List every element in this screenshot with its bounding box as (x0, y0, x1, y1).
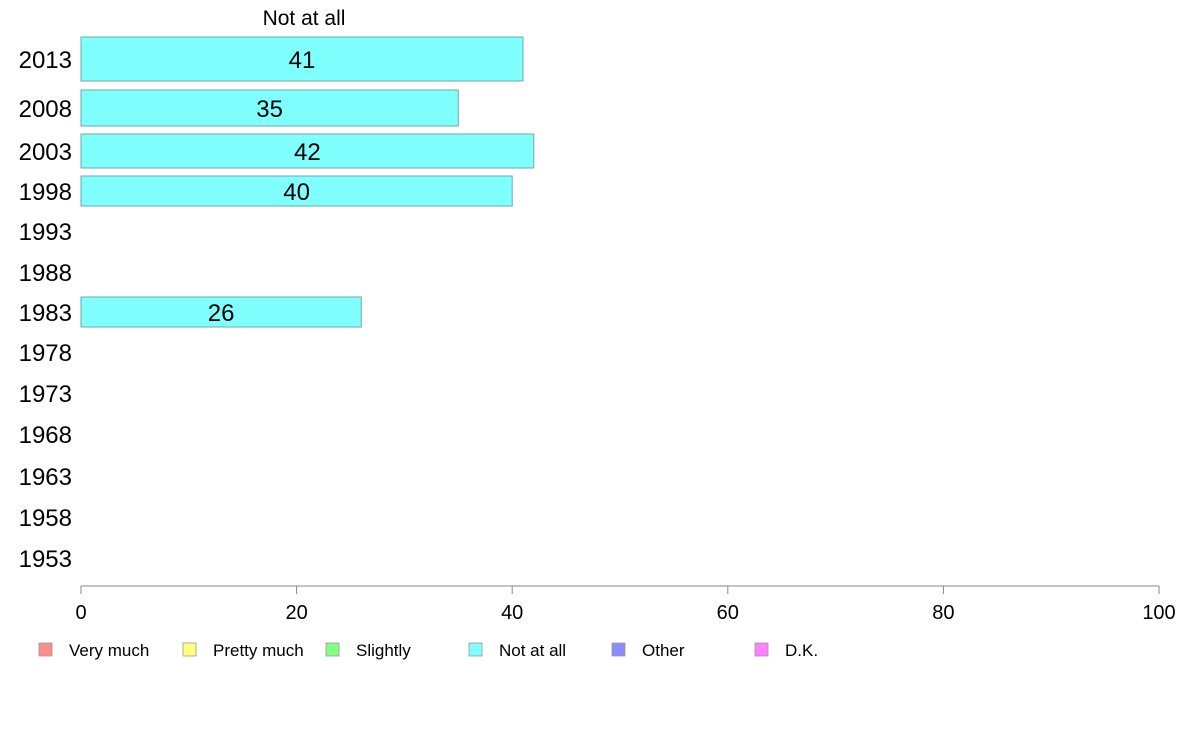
y-tick-label: 1998 (19, 179, 72, 206)
bar (80, 296, 362, 328)
legend-swatch (754, 642, 769, 657)
bar-value-label: 35 (256, 96, 283, 123)
y-tick-label: 1993 (19, 219, 72, 246)
y-tick-label: 2008 (19, 96, 72, 123)
chart-title: Not at all (263, 7, 346, 30)
y-tick-label: 1968 (19, 422, 72, 449)
bar (80, 36, 524, 82)
x-tick-label: 60 (717, 602, 739, 624)
x-tick-label: 20 (285, 602, 307, 624)
y-tick-label: 1973 (19, 381, 72, 408)
y-axis-labels: 2013 2008 2003 1998 1993 1988 1983 1978 1973 1968… (19, 47, 72, 573)
bar (80, 89, 459, 127)
legend-swatch (182, 642, 197, 657)
y-tick-label: 1953 (19, 546, 72, 573)
x-tick-label: 80 (932, 602, 954, 624)
bar-value-label: 42 (294, 139, 321, 166)
bar (80, 133, 535, 169)
bar-value-label: 26 (208, 300, 235, 327)
y-tick-label: 1978 (19, 340, 72, 367)
y-tick-label: 2013 (19, 47, 72, 74)
legend-swatch (325, 642, 340, 657)
legend-label: D.K. (785, 641, 818, 660)
legend-label: Slightly (356, 641, 411, 660)
legend-label: Not at all (499, 641, 566, 660)
legend-label: Other (642, 641, 685, 660)
x-axis: 0 20 40 60 80 100 (75, 585, 1176, 624)
legend-label: Pretty much (213, 641, 304, 660)
x-tick-label: 40 (501, 602, 523, 624)
y-tick-label: 1983 (19, 300, 72, 327)
x-tick-label: 100 (1142, 602, 1175, 624)
legend-swatch (468, 642, 483, 657)
legend-label: Very much (69, 641, 149, 660)
bar-value-label: 41 (289, 47, 316, 74)
legend-swatch (38, 642, 53, 657)
y-tick-label: 2003 (19, 139, 72, 166)
legend: Very much Pretty much Slightly Not at all Ot… (38, 641, 818, 660)
bar (80, 175, 513, 207)
legend-swatch (611, 642, 626, 657)
y-tick-label: 1988 (19, 260, 72, 287)
y-tick-label: 1958 (19, 505, 72, 532)
x-tick-label: 0 (75, 602, 86, 624)
bar-value-label: 40 (283, 179, 310, 206)
y-tick-label: 1963 (19, 464, 72, 491)
